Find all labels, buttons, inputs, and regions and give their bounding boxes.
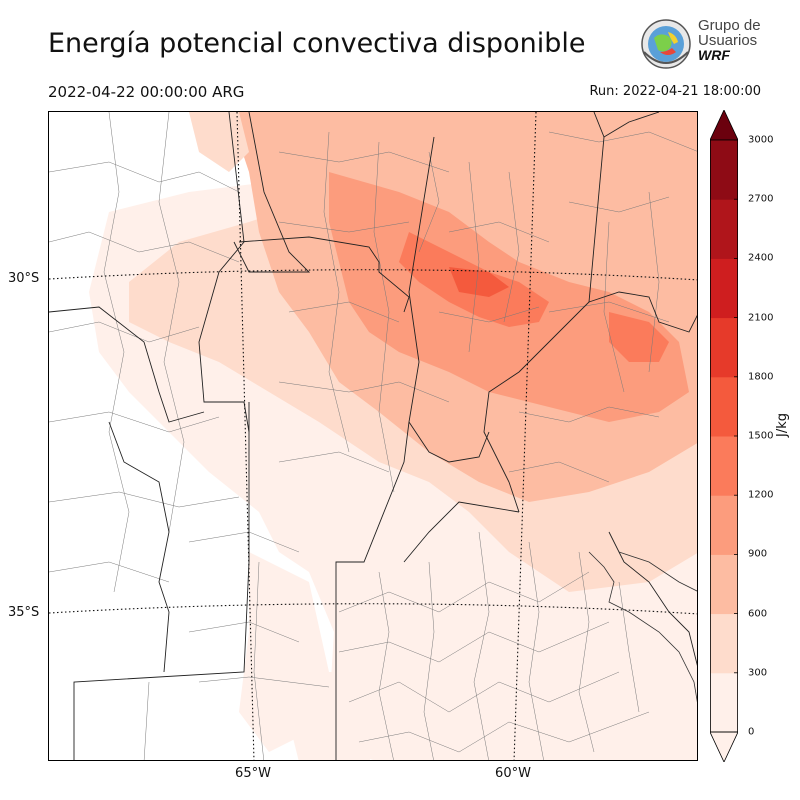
colorbar-tick-label: 3000 bbox=[748, 134, 774, 146]
lon-label-65w: 65°W bbox=[235, 766, 271, 781]
colorbar bbox=[710, 110, 738, 762]
province-boundaries bbox=[49, 112, 697, 760]
colorbar-tick-label: 0 bbox=[748, 726, 755, 738]
colorbar-segment-1800 bbox=[710, 317, 738, 378]
colorbar-extend-max bbox=[710, 110, 738, 141]
run-time: Run: 2022-04-21 18:00:00 bbox=[589, 84, 761, 99]
colorbar-segment-300 bbox=[710, 613, 738, 674]
colorbar-segment-900 bbox=[710, 495, 738, 555]
colorbar-tick-label: 2100 bbox=[748, 312, 774, 324]
meridian-60w bbox=[513, 112, 537, 760]
colorbar-segment-2700 bbox=[710, 140, 738, 200]
page-title: Energía potencial convectiva disponible bbox=[48, 28, 586, 59]
cape-map bbox=[49, 112, 697, 760]
colorbar-tick-label: 2400 bbox=[748, 252, 774, 264]
colorbar-segment-1200 bbox=[710, 436, 738, 496]
colorbar-segment-2400 bbox=[710, 199, 738, 259]
colorbar-tick-label: 900 bbox=[748, 548, 768, 560]
parallel-30s bbox=[49, 269, 697, 281]
colorbar-segment-1500 bbox=[710, 376, 738, 437]
colorbar-extend-min bbox=[710, 731, 738, 762]
colorbar-segment-600 bbox=[710, 554, 738, 615]
lat-label-35s: 35°S bbox=[8, 605, 40, 620]
meridian-65w bbox=[236, 112, 255, 760]
cape-patch-nw bbox=[189, 112, 249, 172]
colorbar-tick-label: 1500 bbox=[748, 430, 774, 442]
logo-line1: Grupo de bbox=[698, 17, 761, 34]
colorbar-tick-label: 1200 bbox=[748, 489, 774, 501]
logo-brand: WRF bbox=[698, 47, 730, 63]
wrf-logo: Grupo de Usuarios WRF bbox=[638, 16, 768, 72]
map-panel[interactable] bbox=[48, 111, 698, 761]
colorbar-segment-2100 bbox=[710, 258, 738, 319]
graticule bbox=[49, 112, 697, 760]
colorbar-tick-label: 1800 bbox=[748, 371, 774, 383]
globe-icon bbox=[641, 19, 691, 69]
cape-patch-se bbox=[289, 672, 389, 760]
coastline bbox=[588, 551, 697, 703]
logo-text: Grupo de Usuarios WRF bbox=[698, 18, 761, 63]
cape-level-5 bbox=[449, 267, 509, 297]
lat-label-30s: 30°S bbox=[8, 271, 40, 286]
buenos-aires-partidos bbox=[338, 531, 650, 760]
colorbar-segment-0 bbox=[710, 672, 738, 733]
parallel-35s bbox=[49, 603, 697, 615]
colorbar-label: J/kg bbox=[775, 413, 790, 437]
colorbar-tick-label: 2700 bbox=[748, 193, 774, 205]
lon-label-60w: 60°W bbox=[495, 766, 531, 781]
colorbar-tick-label: 300 bbox=[748, 667, 768, 679]
logo-line2: Usuarios bbox=[698, 32, 758, 49]
department-boundaries bbox=[49, 112, 697, 760]
colorbar-tick-label: 600 bbox=[748, 608, 768, 620]
cape-level-4b bbox=[609, 312, 669, 362]
valid-time: 2022-04-22 00:00:00 ARG bbox=[48, 83, 245, 101]
